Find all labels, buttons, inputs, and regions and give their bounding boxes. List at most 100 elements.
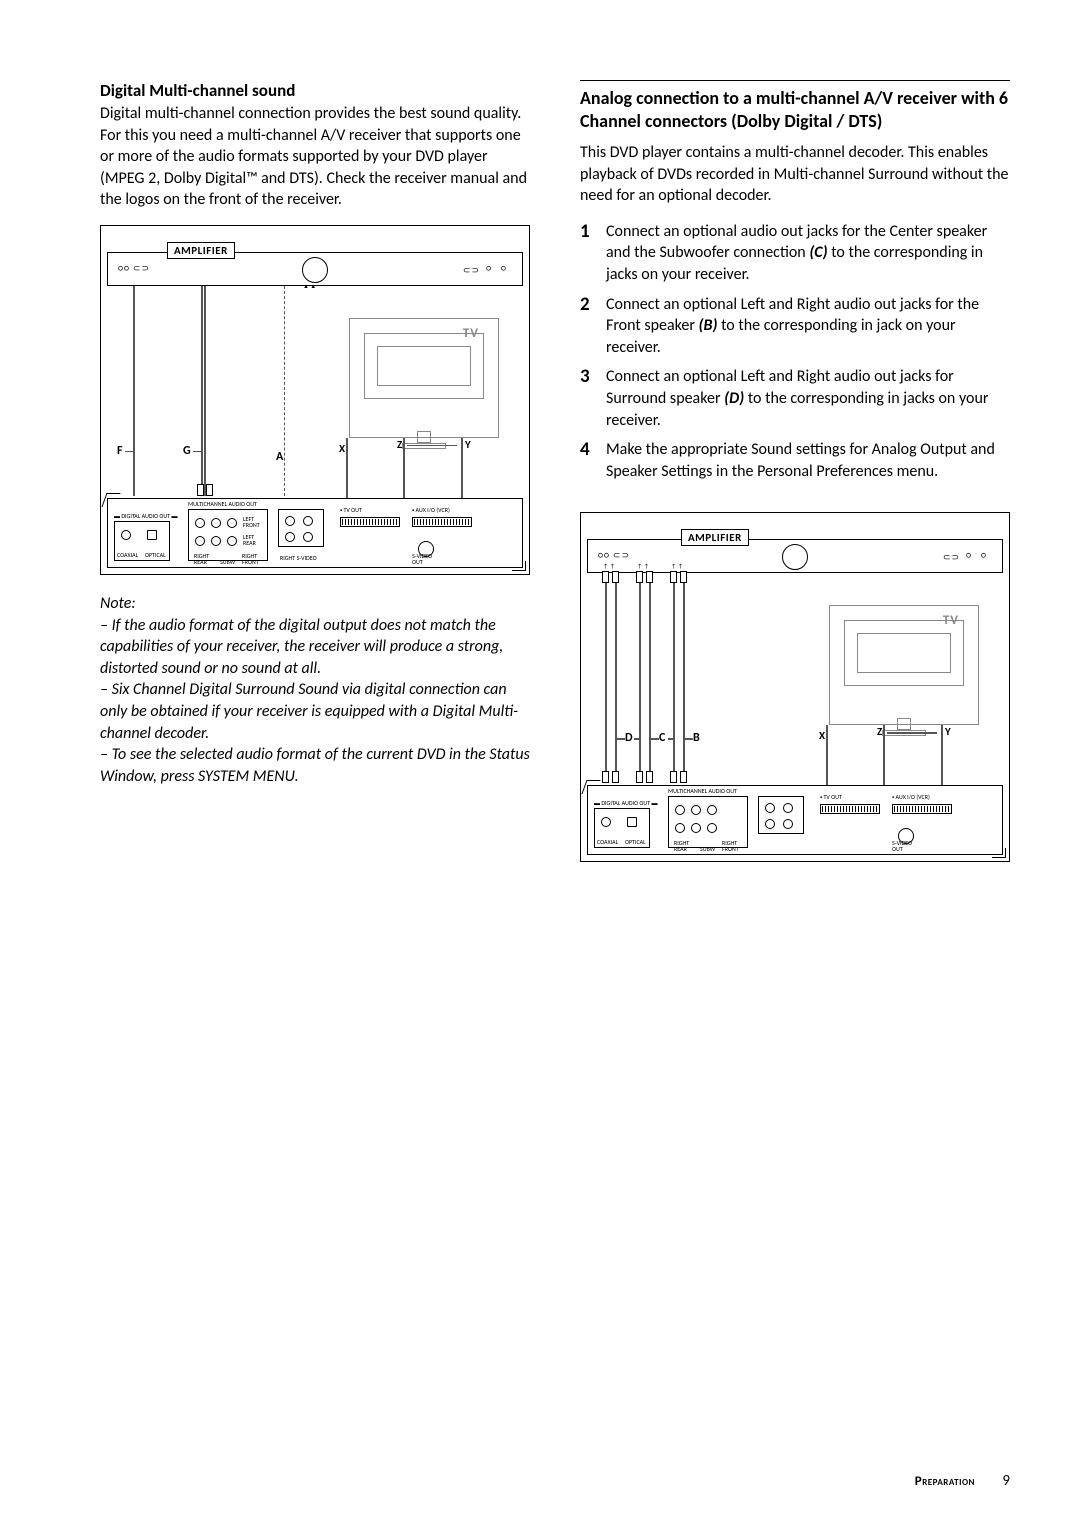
- page-footer: Preparation 9: [915, 1472, 1010, 1490]
- lbl-coax: COAXIAL: [117, 552, 138, 558]
- s2b: (B): [699, 316, 718, 335]
- corner-l: [101, 493, 120, 507]
- tv-screen-2: [857, 633, 951, 673]
- amp-knob: [302, 257, 328, 283]
- amp-inputs-left: ○○ ⊂⊃: [118, 263, 150, 274]
- rf2: RIGHTFRONT: [722, 840, 739, 852]
- lead-c2: [668, 738, 674, 740]
- lbl-x: X: [339, 442, 345, 455]
- lbl-z2: Z: [877, 725, 882, 738]
- lbl-multi: MULTICHANNEL AUDIO OUT: [188, 501, 257, 507]
- amp-io-4: ○ ○: [966, 550, 990, 561]
- coax2: COAXIAL: [597, 839, 618, 845]
- amp-inputs-left-2: ○○ ⊂⊃: [598, 550, 630, 561]
- arrow-b: ↑ ↑: [671, 563, 683, 569]
- lbl-c: C: [659, 731, 665, 745]
- scart-1: [340, 517, 400, 527]
- lbl-opt: OPTICAL: [145, 552, 166, 558]
- scart1-lbl: ▪ TV OUT: [340, 507, 362, 513]
- right-heading: Analog connection to a multi-channel A/V…: [580, 80, 1010, 132]
- lead-c: [650, 738, 659, 740]
- lbl-x2: X: [819, 729, 825, 742]
- wire-x: [346, 438, 348, 498]
- wd1: [605, 573, 607, 783]
- lbl-y2: Y: [945, 725, 951, 738]
- step-1: 1Connect an optional audio out jacks for…: [580, 221, 1010, 286]
- lbl-digaudio: ▬ DIGITAL AUDIO OUT ▬: [114, 513, 178, 519]
- lead-b: [684, 738, 693, 740]
- av-out: [278, 509, 324, 547]
- diagram-digital: ○○ ⊂⊃ ⊂⊃ ○ ○ ▲ ▲ AMPLIFIER TV: [100, 225, 530, 575]
- scart-2b: [892, 804, 952, 814]
- step-3: 3Connect an optional Left and Right audi…: [580, 366, 1010, 431]
- lead-zy2: [887, 732, 937, 734]
- scart1b-lbl: ▪ TV OUT: [820, 794, 842, 800]
- wire-x2: [826, 725, 828, 785]
- left-body: Digital multi-channel connection provide…: [100, 103, 530, 211]
- left-heading: Digital Multi-channel sound: [100, 80, 530, 101]
- diagram-analog: ○○ ⊂⊃ ⊂⊃ ○ ○ AMPLIFIER ↑ ↑ ↑ ↑: [580, 512, 1010, 862]
- subw2: SUBW: [700, 846, 715, 852]
- amp-label-2: AMPLIFIER: [681, 529, 749, 546]
- lbl-b: B: [693, 731, 700, 745]
- wire-y: [461, 438, 463, 498]
- wire-a-dash: [284, 286, 286, 496]
- lbl-lr: LEFTREAR: [243, 534, 256, 546]
- step-2: 2Connect an optional Left and Right audi…: [580, 294, 1010, 359]
- s3b: (D): [724, 389, 744, 408]
- tv-label-2: TV: [943, 613, 959, 628]
- note-block: Note: – If the audio format of the digit…: [100, 593, 530, 787]
- lead-f: [125, 451, 133, 453]
- wb2: [683, 573, 685, 783]
- rr2: RIGHTREAR: [674, 840, 689, 852]
- wire-f: [133, 286, 135, 496]
- section-name: Preparation: [915, 1474, 975, 1489]
- lbl-sv: RIGHT S-VIDEO: [280, 555, 317, 561]
- note-3: – To see the selected audio format of th…: [100, 744, 530, 787]
- s4pre: Make the appropriate Sound settings for …: [606, 440, 995, 481]
- rear-panel: COAXIAL OPTICAL ▬ DIGITAL AUDIO OUT ▬ LE…: [107, 498, 523, 568]
- page-number: 9: [1002, 1472, 1010, 1490]
- lbl-d: D: [625, 731, 633, 745]
- scart-2: [412, 517, 472, 527]
- right-intro: This DVD player contains a multi-channel…: [580, 142, 1010, 207]
- lbl-a: A: [276, 450, 283, 464]
- wc1: [639, 573, 641, 783]
- tv-screen: [377, 346, 471, 386]
- lbl-lf: LEFTFRONT: [243, 516, 260, 528]
- arrow-c: ↑ ↑: [637, 563, 649, 569]
- arrow-d: ↑ ↑: [603, 563, 615, 569]
- note-1: – If the audio format of the digital out…: [100, 615, 530, 680]
- lbl-y: Y: [465, 438, 471, 451]
- amp-io-2: ○ ○: [486, 263, 510, 274]
- note-label: Note:: [100, 593, 530, 615]
- wire-g2: [204, 286, 206, 496]
- wc2: [649, 573, 651, 783]
- digital-out: COAXIAL OPTICAL: [114, 521, 170, 561]
- lead-d: [616, 738, 625, 740]
- lbl-subw: SUBW: [220, 559, 235, 565]
- svhs-lbl: S-VIDEOOUT: [412, 553, 432, 565]
- tv-stand: [417, 431, 431, 443]
- wd2: [615, 573, 617, 783]
- amp-body-2: ○○ ⊂⊃ ⊂⊃ ○ ○: [587, 539, 1003, 573]
- lbl-z: Z: [397, 438, 402, 451]
- arrow: ▲ ▲: [303, 283, 316, 289]
- rear-panel-2: COAXIAL OPTICAL ▬ DIGITAL AUDIO OUT ▬ MU…: [587, 785, 1003, 855]
- wb1: [673, 573, 675, 783]
- tv-stand-2: [897, 718, 911, 730]
- scart2b-lbl: ▪ AUX I/O (VCR): [892, 794, 930, 800]
- lead-zy: [407, 445, 457, 447]
- lbl-g: G: [183, 444, 191, 458]
- steps-list: 1Connect an optional audio out jacks for…: [580, 221, 1010, 483]
- svhs2-lbl: S-VIDEOOUT: [892, 840, 912, 852]
- amp-io-1: ⊂⊃: [463, 265, 480, 276]
- wire-z2: [883, 725, 885, 785]
- lbl-rr: RIGHTREAR: [194, 553, 209, 565]
- tv-label: TV: [463, 326, 479, 341]
- corner-r2: [992, 848, 1006, 858]
- step-4: 4Make the appropriate Sound settings for…: [580, 439, 1010, 482]
- scart2-lbl: ▪ AUX I/O (VCR): [412, 507, 450, 513]
- wire-z: [403, 438, 405, 498]
- lbl-rf: RIGHTFRONT: [242, 553, 259, 565]
